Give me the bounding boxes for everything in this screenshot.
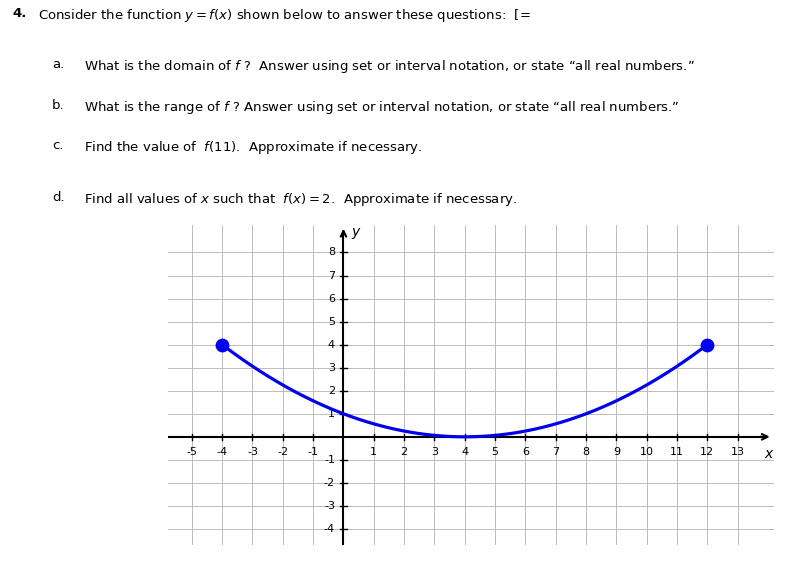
Text: 3: 3	[328, 362, 335, 373]
Text: b.: b.	[52, 99, 65, 112]
Text: -3: -3	[247, 447, 258, 457]
Text: 10: 10	[640, 447, 654, 457]
Text: 11: 11	[670, 447, 684, 457]
Text: 4: 4	[328, 339, 335, 350]
Text: -4: -4	[324, 524, 335, 534]
Text: -1: -1	[324, 455, 335, 465]
Text: -2: -2	[324, 478, 335, 488]
Text: Find the value of  $f\left(11\right)$.  Approximate if necessary.: Find the value of $f\left(11\right)$. Ap…	[84, 139, 422, 156]
Text: 13: 13	[731, 447, 745, 457]
Text: 9: 9	[613, 447, 620, 457]
Point	[701, 340, 713, 349]
Text: -3: -3	[324, 501, 335, 511]
Text: 6: 6	[522, 447, 529, 457]
Text: 2: 2	[401, 447, 408, 457]
Point	[215, 340, 228, 349]
Text: What is the range of $f$ ? Answer using set or interval notation, or state “all : What is the range of $f$ ? Answer using …	[84, 99, 679, 116]
Text: a.: a.	[52, 58, 64, 71]
Text: Find all values of $x$ such that  $f\left(x\right)=2$.  Approximate if necessary: Find all values of $x$ such that $f\left…	[84, 191, 517, 208]
Text: 3: 3	[431, 447, 438, 457]
Text: -1: -1	[308, 447, 318, 457]
Text: 2: 2	[328, 386, 335, 396]
Text: -5: -5	[187, 447, 197, 457]
Text: 6: 6	[328, 293, 335, 303]
Text: 4: 4	[461, 447, 468, 457]
Text: 8: 8	[328, 247, 335, 257]
Text: 4.: 4.	[12, 7, 26, 20]
Text: 8: 8	[583, 447, 590, 457]
Text: 1: 1	[370, 447, 377, 457]
Text: c.: c.	[52, 139, 63, 152]
Text: $y$: $y$	[351, 226, 361, 241]
Text: 5: 5	[492, 447, 499, 457]
Text: -2: -2	[277, 447, 288, 457]
Text: -4: -4	[216, 447, 227, 457]
Text: 12: 12	[701, 447, 714, 457]
Text: What is the domain of $f$ ?  Answer using set or interval notation, or state “al: What is the domain of $f$ ? Answer using…	[84, 58, 694, 75]
Text: d.: d.	[52, 191, 65, 204]
Text: 7: 7	[552, 447, 559, 457]
Text: $x$: $x$	[764, 447, 775, 461]
Text: 1: 1	[328, 409, 335, 419]
Text: 7: 7	[328, 270, 335, 280]
Text: Consider the function $y = f\left(x\right)$ shown below to answer these question: Consider the function $y = f\left(x\righ…	[38, 7, 531, 24]
Text: 5: 5	[328, 316, 335, 327]
